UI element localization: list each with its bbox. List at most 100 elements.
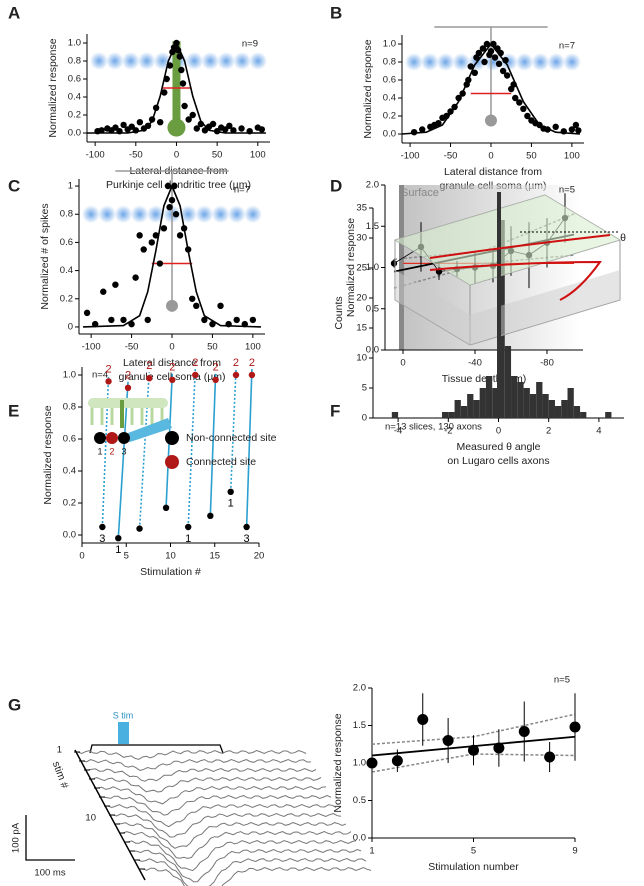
bar — [442, 412, 449, 418]
stim-label: S tim — [113, 710, 134, 720]
point-label: 2 — [169, 362, 175, 374]
molecular-layer — [88, 398, 168, 408]
blue-spot — [436, 53, 455, 71]
y-tick-label: 0.5 — [366, 303, 379, 314]
point — [148, 239, 155, 246]
y-tick-label: 2.0 — [353, 683, 366, 694]
y-tick-label: 35 — [356, 203, 367, 214]
soma — [167, 118, 186, 137]
point — [146, 375, 153, 382]
trace — [142, 866, 372, 886]
trace — [107, 803, 337, 828]
bar — [448, 412, 455, 418]
site — [106, 432, 118, 444]
point — [120, 316, 127, 324]
y-tick-label: 0.0 — [353, 833, 366, 844]
surface — [399, 185, 404, 350]
connector — [138, 372, 151, 529]
point — [572, 121, 580, 129]
blue-spot — [217, 52, 236, 70]
point — [217, 302, 224, 310]
y-tick-label: 1 — [68, 181, 73, 192]
point — [467, 63, 474, 70]
x-tick-label: 0 — [169, 342, 174, 353]
bar — [567, 388, 574, 418]
blue-spot — [146, 205, 165, 224]
point — [162, 504, 170, 511]
point — [169, 376, 176, 383]
point — [192, 371, 199, 379]
point — [189, 295, 196, 302]
site — [94, 432, 106, 444]
y-tick-label: 1.0 — [353, 758, 366, 769]
pipette — [120, 418, 172, 442]
x-tick-label: -50 — [125, 342, 139, 353]
y-tick-label: 0.4 — [63, 466, 76, 477]
x-tick-label: 50 — [207, 342, 218, 353]
bar — [511, 376, 518, 418]
point-label: 2 — [146, 360, 152, 372]
point — [193, 302, 200, 310]
blue-spot — [531, 53, 550, 71]
bar — [517, 382, 524, 418]
y-tick-label: 1.0 — [63, 370, 76, 381]
x-tick-label: 0 — [400, 358, 405, 369]
bar — [536, 382, 543, 418]
point-label: 2 — [125, 370, 131, 382]
y-tick-label: 0.8 — [63, 402, 76, 413]
x-tick-label: 50 — [212, 150, 223, 161]
y-tick-label: 5 — [362, 383, 367, 394]
point — [417, 714, 429, 725]
scale-bar — [25, 815, 75, 861]
trace — [77, 749, 307, 760]
x-axis-label: Lateral distance from — [123, 357, 221, 369]
point — [161, 89, 168, 96]
x-tick-label: 2 — [546, 426, 551, 437]
y-tick-label: 2.0 — [366, 180, 379, 191]
blue-spot — [227, 205, 246, 224]
y-tick-label: 0.2 — [68, 110, 81, 121]
annotation: n=13 slices, 130 axons — [385, 422, 482, 433]
x-tick-label: 100 — [245, 342, 261, 353]
point — [164, 182, 172, 190]
gcl — [395, 270, 620, 345]
point — [491, 54, 499, 61]
y-tick-label: 0.6 — [383, 75, 396, 86]
bar — [523, 388, 530, 418]
point — [193, 125, 200, 132]
blue-spot — [211, 205, 230, 224]
point — [112, 281, 119, 288]
blue-spot — [195, 205, 214, 224]
trace-last: 10 — [85, 813, 96, 824]
bar — [554, 406, 562, 418]
point — [185, 116, 192, 123]
point — [140, 246, 147, 253]
panel-letter: B — [330, 3, 342, 22]
x-tick-label: -100 — [401, 151, 420, 162]
blue-spot — [420, 53, 439, 71]
y-tick-label: 1.5 — [353, 720, 366, 731]
y-tick-label: 1.0 — [68, 38, 81, 49]
bar — [467, 394, 474, 418]
point — [518, 726, 530, 737]
connector — [229, 368, 237, 492]
x-tick-label: 50 — [526, 151, 537, 162]
trace — [87, 767, 317, 782]
dendrite — [172, 41, 181, 129]
trace — [132, 848, 362, 883]
point — [419, 126, 426, 133]
point — [108, 316, 115, 324]
y-tick-label: 20 — [356, 293, 367, 304]
point — [243, 523, 250, 531]
cell — [166, 299, 178, 312]
point — [207, 512, 214, 519]
y-tick-label: 1.5 — [366, 221, 379, 232]
bar — [454, 400, 461, 418]
blue-spot — [452, 53, 471, 71]
bar — [473, 400, 480, 418]
fit — [87, 41, 266, 134]
point — [115, 535, 122, 542]
blue-spot — [249, 52, 267, 70]
x-axis-label: Purkinje cell dendritic tree (µm) — [106, 179, 251, 191]
y-tick-label: 0.0 — [383, 129, 396, 140]
